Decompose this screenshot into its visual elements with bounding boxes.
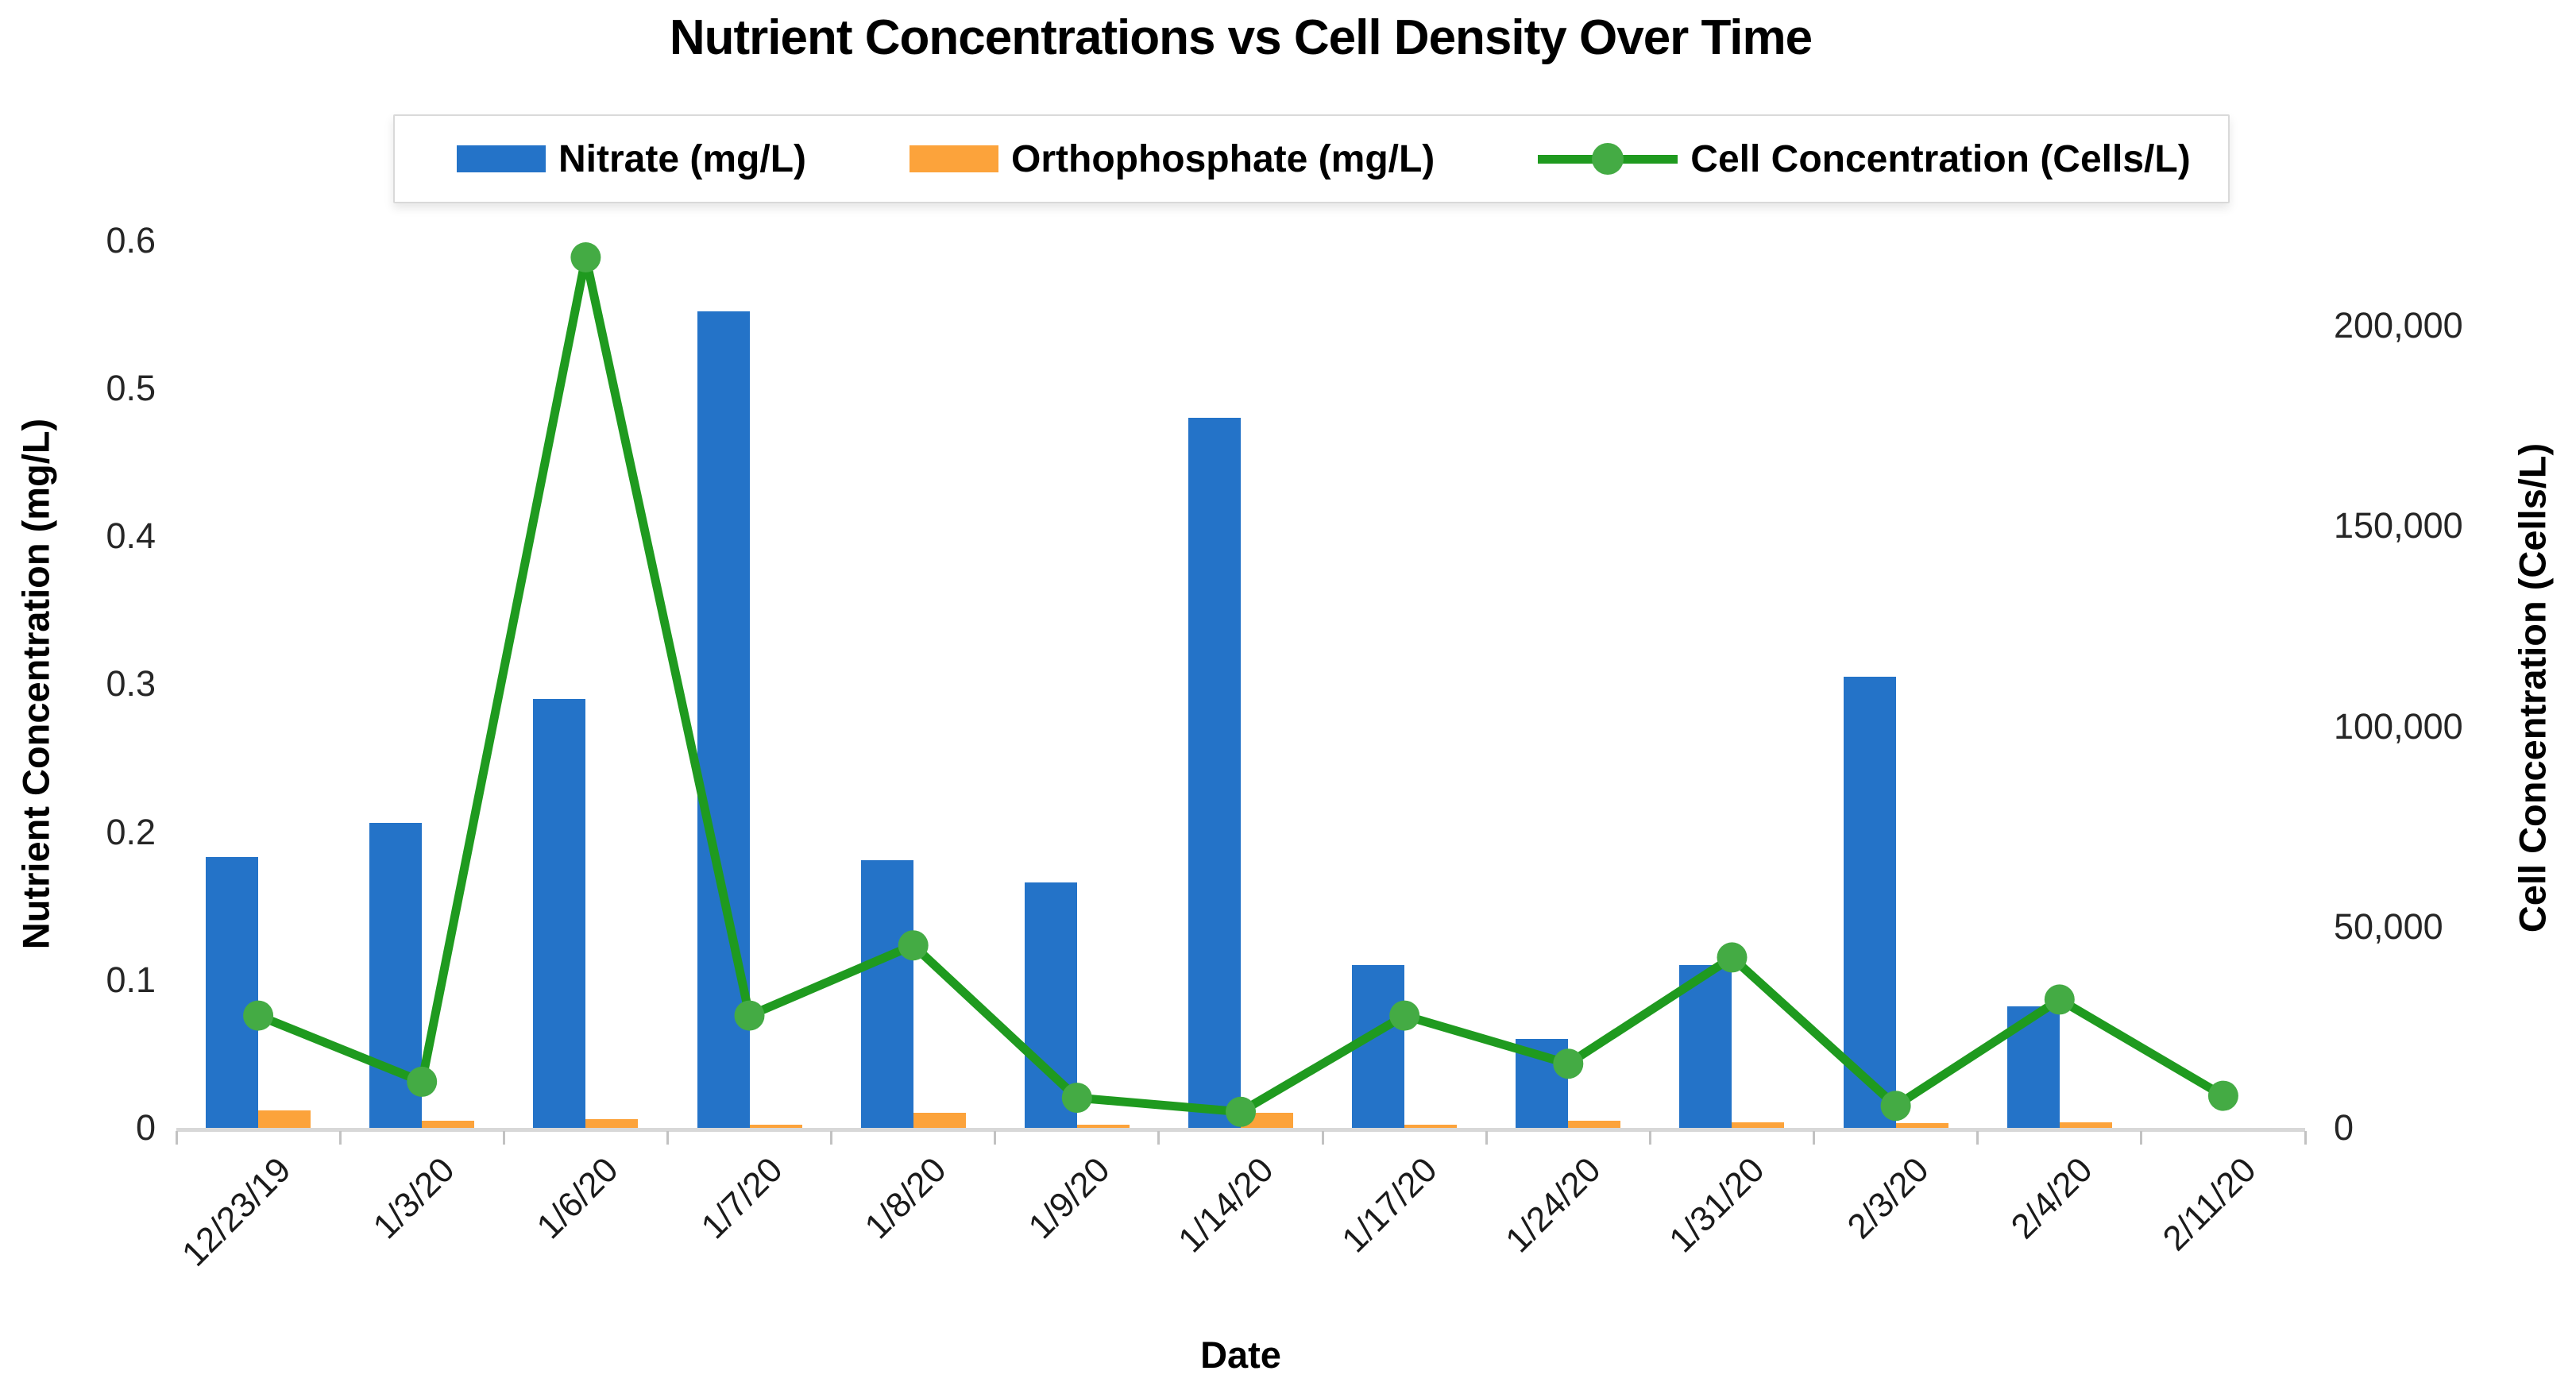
left-axis-tick-label-0.6: 0.6: [106, 219, 156, 261]
cell-marker-1/7/20: [734, 1000, 765, 1031]
x-date-label-1/17/20: 1/17/20: [1334, 1150, 1445, 1261]
cell-marker-1/3/20: [407, 1066, 438, 1097]
x-date-label-2/4/20: 2/4/20: [2003, 1150, 2100, 1247]
cell-marker-2/3/20: [1880, 1091, 1911, 1122]
x-axis-line: [176, 1128, 2305, 1132]
right-axis-tick-label-100,000: 100,000: [2334, 705, 2463, 747]
x-tick-mark-10: [1813, 1131, 1816, 1145]
x-tick-mark-11: [1976, 1131, 1979, 1145]
nitrate-bar-2/3/20: [1843, 677, 1896, 1128]
cell-marker-1/9/20: [1061, 1083, 1092, 1114]
x-tick-mark-1: [338, 1131, 342, 1145]
x-tick-mark-13: [2304, 1131, 2307, 1145]
right-axis-tick-label-150,000: 150,000: [2334, 505, 2463, 546]
left-axis-tick-label-0.1: 0.1: [106, 959, 156, 1000]
cell-concentration-line: [253, 253, 2228, 1117]
cell-line-marker-icon: [1592, 143, 1624, 175]
x-date-label-2/3/20: 2/3/20: [1840, 1150, 1937, 1247]
legend-item-cells: Cell Concentration (Cells/L): [1538, 137, 2191, 181]
x-date-label-2/11/20: 2/11/20: [2155, 1150, 2264, 1259]
right-axis-tick-label-50,000: 50,000: [2334, 906, 2443, 948]
legend-label-cells: Cell Concentration (Cells/L): [1690, 137, 2191, 180]
legend: Nitrate (mg/L) Orthophosphate (mg/L) Cel…: [393, 114, 2230, 203]
nitrate-bar-1/8/20: [860, 860, 913, 1128]
left-axis-tick-label-0.3: 0.3: [106, 663, 156, 705]
orthophosphate-bar-2/3/20: [1895, 1123, 1948, 1128]
x-date-label-1/9/20: 1/9/20: [1021, 1150, 1118, 1247]
right-axis-tick-label-200,000: 200,000: [2334, 304, 2463, 346]
x-date-label-1/24/20: 1/24/20: [1498, 1150, 1609, 1261]
cell-concentration-line-layer: [243, 242, 2238, 1127]
orthophosphate-swatch-icon: [910, 145, 998, 172]
nitrate-bar-1/31/20: [1679, 965, 1732, 1128]
x-tick-mark-4: [830, 1131, 833, 1145]
orthophosphate-bar-1/3/20: [422, 1120, 475, 1128]
nitrate-bar-1/6/20: [533, 699, 586, 1128]
x-tick-mark-6: [1157, 1131, 1161, 1145]
cell-marker-1/31/20: [1717, 942, 1748, 973]
nitrate-bar-1/17/20: [1352, 965, 1405, 1128]
plot-area: [175, 214, 2307, 1145]
chart-title: Nutrient Concentrations vs Cell Density …: [669, 10, 1813, 65]
left-axis-tick-label-0.2: 0.2: [106, 811, 156, 852]
orthophosphate-bar-1/6/20: [585, 1118, 639, 1128]
orthophosphate-bar-1/8/20: [913, 1113, 966, 1128]
left-axis-tick-label-0.5: 0.5: [106, 368, 156, 409]
orthophosphate-bar-1/17/20: [1404, 1125, 1458, 1128]
x-tick-mark-12: [2140, 1131, 2143, 1145]
cell-marker-1/17/20: [1389, 1000, 1420, 1031]
x-date-label-1/7/20: 1/7/20: [693, 1150, 790, 1247]
cell-marker-1/14/20: [1226, 1096, 1256, 1127]
cell-line-swatch-icon: [1538, 141, 1678, 176]
cell-marker-1/24/20: [1553, 1048, 1584, 1079]
orthophosphate-bar-12/23/19: [258, 1110, 311, 1128]
nitrate-bar-1/14/20: [1188, 418, 1241, 1128]
nitrate-swatch-icon: [457, 145, 546, 172]
x-tick-mark-0: [175, 1131, 178, 1145]
x-tick-mark-5: [994, 1131, 997, 1145]
right-axis-tick-label-0: 0: [2334, 1107, 2354, 1148]
orthophosphate-bar-1/31/20: [1732, 1122, 1785, 1128]
x-date-label-1/6/20: 1/6/20: [529, 1150, 627, 1247]
legend-item-orthophosphate: Orthophosphate (mg/L): [910, 137, 1435, 181]
x-tick-mark-7: [1321, 1131, 1324, 1145]
legend-label-orthophosphate: Orthophosphate (mg/L): [1011, 137, 1435, 180]
orthophosphate-bar-2/4/20: [2059, 1122, 2112, 1128]
legend-label-nitrate: Nitrate (mg/L): [558, 137, 806, 180]
left-axis-tick-label-0: 0: [135, 1107, 156, 1148]
x-tick-mark-9: [1648, 1131, 1651, 1145]
cell-marker-2/4/20: [2044, 984, 2075, 1015]
cell-marker-12/23/19: [243, 1000, 274, 1031]
left-axis-tick-label-0.4: 0.4: [106, 515, 156, 557]
right-axis-title: Cell Concentration (Cells/L): [2511, 442, 2554, 933]
x-date-label-1/3/20: 1/3/20: [365, 1150, 462, 1247]
x-date-label-12/23/19: 12/23/19: [174, 1150, 299, 1274]
x-tick-mark-2: [502, 1131, 505, 1145]
x-tick-mark-8: [1485, 1131, 1488, 1145]
cell-marker-2/11/20: [2207, 1080, 2238, 1111]
cell-marker-1/8/20: [898, 930, 929, 961]
cell-marker-1/6/20: [570, 242, 601, 272]
x-axis-title: Date: [1200, 1334, 1281, 1376]
legend-item-nitrate: Nitrate (mg/L): [457, 137, 806, 181]
orthophosphate-bar-1/9/20: [1076, 1125, 1130, 1128]
x-date-label-1/14/20: 1/14/20: [1171, 1150, 1281, 1261]
orthophosphate-bar-1/24/20: [1568, 1120, 1621, 1128]
x-date-label-1/8/20: 1/8/20: [857, 1150, 954, 1247]
orthophosphate-bar-1/7/20: [749, 1125, 802, 1128]
x-tick-mark-3: [666, 1131, 669, 1145]
nitrate-bar-12/23/19: [206, 857, 259, 1128]
x-date-label-1/31/20: 1/31/20: [1662, 1150, 1773, 1261]
